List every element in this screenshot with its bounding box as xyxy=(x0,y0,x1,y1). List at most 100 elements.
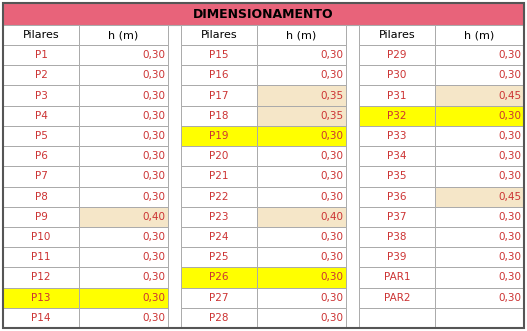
Text: P9: P9 xyxy=(34,212,47,222)
Text: 0,30: 0,30 xyxy=(142,272,165,282)
Text: 0,30: 0,30 xyxy=(499,70,522,80)
Text: 0,30: 0,30 xyxy=(499,232,522,242)
Text: 0,30: 0,30 xyxy=(320,50,344,60)
Text: 0,30: 0,30 xyxy=(320,313,344,323)
Bar xyxy=(257,126,346,146)
Bar xyxy=(435,106,524,126)
Bar xyxy=(3,247,79,267)
Text: 0,30: 0,30 xyxy=(499,252,522,262)
Bar xyxy=(181,288,257,308)
Bar xyxy=(79,288,168,308)
Bar xyxy=(359,106,435,126)
Bar xyxy=(435,45,524,65)
Bar xyxy=(359,308,435,328)
Text: P15: P15 xyxy=(209,50,229,60)
Bar xyxy=(435,288,524,308)
Text: P12: P12 xyxy=(31,272,51,282)
Bar xyxy=(3,186,79,207)
Bar xyxy=(3,45,79,65)
Text: P31: P31 xyxy=(387,91,407,101)
Bar xyxy=(257,25,346,45)
Text: 0,45: 0,45 xyxy=(499,192,522,202)
Bar xyxy=(181,247,257,267)
Text: 0,30: 0,30 xyxy=(142,171,165,181)
Bar xyxy=(359,126,435,146)
Text: Pilares: Pilares xyxy=(378,30,415,40)
Bar xyxy=(359,207,435,227)
Text: P37: P37 xyxy=(387,212,407,222)
Bar xyxy=(257,186,346,207)
Bar xyxy=(435,227,524,247)
Bar xyxy=(181,65,257,85)
Text: Pilares: Pilares xyxy=(201,30,237,40)
Text: 0,30: 0,30 xyxy=(142,91,165,101)
Text: 0,30: 0,30 xyxy=(142,293,165,303)
Bar xyxy=(435,207,524,227)
Bar xyxy=(435,65,524,85)
Bar xyxy=(181,227,257,247)
Text: 0,30: 0,30 xyxy=(499,151,522,161)
Bar xyxy=(181,25,257,45)
Text: 0,30: 0,30 xyxy=(142,232,165,242)
Text: 0,30: 0,30 xyxy=(499,111,522,121)
Bar xyxy=(3,106,79,126)
Bar xyxy=(181,267,257,288)
Bar xyxy=(3,308,79,328)
Bar xyxy=(359,45,435,65)
Bar xyxy=(181,207,257,227)
Text: 0,30: 0,30 xyxy=(320,151,344,161)
Bar xyxy=(359,85,435,106)
Bar xyxy=(79,247,168,267)
Text: 0,30: 0,30 xyxy=(320,272,344,282)
Bar xyxy=(3,65,79,85)
Text: P7: P7 xyxy=(34,171,47,181)
Text: P32: P32 xyxy=(387,111,407,121)
Bar xyxy=(79,186,168,207)
Bar xyxy=(257,106,346,126)
Text: P39: P39 xyxy=(387,252,407,262)
Bar xyxy=(435,25,524,45)
Bar xyxy=(257,207,346,227)
Text: h (m): h (m) xyxy=(109,30,139,40)
Bar xyxy=(79,65,168,85)
Bar xyxy=(359,227,435,247)
Text: P8: P8 xyxy=(34,192,47,202)
Text: P19: P19 xyxy=(209,131,229,141)
Text: P24: P24 xyxy=(209,232,229,242)
Text: P2: P2 xyxy=(34,70,47,80)
Text: P26: P26 xyxy=(209,272,229,282)
Text: 0,35: 0,35 xyxy=(320,111,344,121)
Text: 0,30: 0,30 xyxy=(499,171,522,181)
Text: P30: P30 xyxy=(387,70,407,80)
Text: P21: P21 xyxy=(209,171,229,181)
Text: P14: P14 xyxy=(31,313,51,323)
Bar xyxy=(257,45,346,65)
Bar xyxy=(79,308,168,328)
Text: P6: P6 xyxy=(34,151,47,161)
Text: 0,30: 0,30 xyxy=(142,313,165,323)
Bar xyxy=(181,186,257,207)
Bar xyxy=(79,207,168,227)
Bar xyxy=(79,25,168,45)
Bar xyxy=(79,45,168,65)
Text: P22: P22 xyxy=(209,192,229,202)
Bar xyxy=(79,146,168,166)
Text: 0,30: 0,30 xyxy=(320,252,344,262)
Bar xyxy=(257,267,346,288)
Bar xyxy=(359,186,435,207)
Text: 0,30: 0,30 xyxy=(320,131,344,141)
Bar xyxy=(3,227,79,247)
Bar xyxy=(359,25,435,45)
Bar xyxy=(79,85,168,106)
Bar xyxy=(359,247,435,267)
Bar xyxy=(3,126,79,146)
Bar xyxy=(435,247,524,267)
Text: P33: P33 xyxy=(387,131,407,141)
Text: DIMENSIONAMENTO: DIMENSIONAMENTO xyxy=(193,8,334,21)
Bar xyxy=(435,267,524,288)
Bar xyxy=(79,227,168,247)
Text: 0,30: 0,30 xyxy=(320,171,344,181)
Text: P29: P29 xyxy=(387,50,407,60)
Text: 0,30: 0,30 xyxy=(142,131,165,141)
Text: P17: P17 xyxy=(209,91,229,101)
